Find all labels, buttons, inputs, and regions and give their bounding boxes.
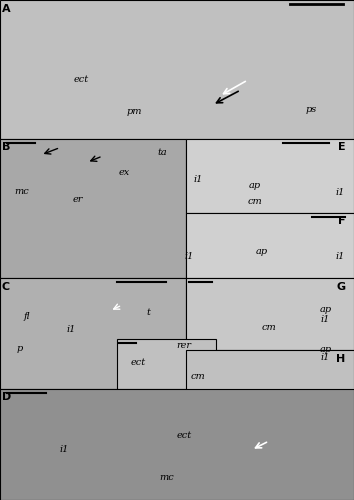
Text: ex: ex [118, 168, 130, 177]
Bar [117, 339, 216, 389]
Text: mc: mc [14, 186, 29, 196]
Text: i1: i1 [66, 326, 75, 334]
Text: F: F [338, 216, 345, 226]
Text: i1: i1 [59, 446, 68, 454]
Text: cm: cm [247, 196, 262, 205]
Text: ta: ta [158, 148, 168, 157]
Text: i1: i1 [335, 188, 344, 197]
Text: C: C [2, 282, 10, 292]
Text: i1: i1 [321, 315, 330, 324]
Text: cm: cm [262, 323, 276, 332]
Bar [0, 389, 354, 500]
Text: fl: fl [23, 312, 30, 321]
Text: rer: rer [177, 340, 192, 349]
Text: ap: ap [256, 247, 268, 256]
Bar [186, 213, 354, 278]
Text: t: t [147, 308, 150, 317]
Text: ps: ps [306, 104, 317, 114]
Text: i1: i1 [185, 252, 194, 261]
Bar [0, 278, 186, 389]
Text: H: H [336, 354, 345, 364]
Text: pm: pm [127, 108, 142, 116]
Text: er: er [73, 196, 83, 204]
Text: ap: ap [320, 346, 332, 354]
Text: ect: ect [177, 430, 192, 440]
Bar [0, 139, 186, 278]
Text: E: E [337, 142, 345, 152]
Text: p: p [16, 344, 23, 353]
Bar [186, 139, 354, 213]
Bar [0, 0, 354, 139]
Text: ect: ect [131, 358, 145, 367]
Text: mc: mc [159, 473, 174, 482]
Text: i1: i1 [335, 252, 344, 261]
Text: ap: ap [249, 180, 261, 190]
Text: B: B [2, 142, 10, 152]
Text: D: D [2, 392, 11, 402]
Bar [186, 278, 354, 350]
Text: i1: i1 [194, 176, 203, 184]
Text: A: A [2, 4, 10, 14]
Text: G: G [336, 282, 345, 292]
Bar [186, 350, 354, 408]
Text: cm: cm [191, 372, 206, 381]
Text: i1: i1 [321, 353, 330, 362]
Text: ect: ect [74, 76, 89, 84]
Text: ap: ap [320, 306, 332, 314]
